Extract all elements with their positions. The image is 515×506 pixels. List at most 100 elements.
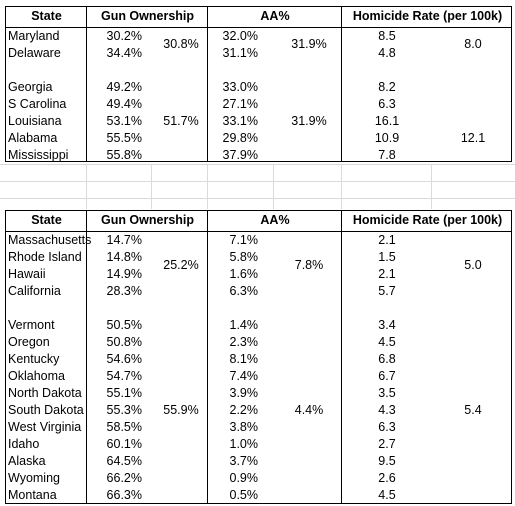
homicide-rate-cell[interactable]: 9.5 — [378, 454, 396, 468]
homicide-rate-cell[interactable]: 6.7 — [378, 369, 396, 383]
state-cell[interactable]: Hawaii — [8, 267, 46, 281]
gun-ownership-cell[interactable]: 50.5% — [106, 318, 142, 332]
homicide-rate-cell[interactable]: 2.7 — [378, 437, 396, 451]
homicide-rate-cell[interactable]: 4.8 — [378, 46, 396, 60]
header-homicide-rate[interactable]: Homicide Rate (per 100k) — [352, 9, 503, 23]
homicide-rate-cell[interactable]: 8.5 — [378, 29, 396, 43]
homicide-rate-cell[interactable]: 2.1 — [378, 267, 396, 281]
aa-percent-cell[interactable]: 2.3% — [229, 335, 259, 349]
homicide-rate-cell[interactable]: 6.8 — [378, 352, 396, 366]
gun-ownership-cell[interactable]: 53.1% — [106, 114, 142, 128]
homicide-rate-cell[interactable]: 4.5 — [378, 335, 396, 349]
aa-percent-cell[interactable]: 3.9% — [229, 386, 259, 400]
header-state[interactable]: State — [31, 213, 62, 227]
group-avg-homicide-rate[interactable]: 5.4 — [464, 403, 482, 417]
gun-ownership-cell[interactable] — [92, 62, 142, 79]
aa-percent-cell[interactable]: 1.6% — [229, 267, 259, 281]
gun-ownership-cell[interactable]: 66.3% — [106, 488, 142, 502]
state-cell[interactable]: Maryland — [8, 29, 60, 43]
aa-percent-cell[interactable]: 3.8% — [229, 420, 259, 434]
aa-percent-cell[interactable]: 1.0% — [229, 437, 259, 451]
group-avg-aa-percent[interactable]: 31.9% — [291, 114, 327, 128]
group-avg-aa-percent[interactable]: 31.9% — [291, 37, 327, 51]
gun-ownership-cell[interactable]: 50.8% — [106, 335, 142, 349]
homicide-rate-cell[interactable]: 6.3 — [378, 97, 396, 111]
gun-ownership-cell[interactable]: 30.2% — [106, 29, 142, 43]
state-cell[interactable]: Louisiana — [8, 114, 62, 128]
gun-ownership-cell[interactable]: 58.5% — [106, 420, 142, 434]
homicide-rate-cell[interactable] — [342, 62, 432, 79]
state-cell[interactable]: North Dakota — [8, 386, 82, 400]
state-cell[interactable]: Vermont — [8, 318, 55, 332]
header-homicide-rate[interactable]: Homicide Rate (per 100k) — [352, 213, 503, 227]
aa-percent-cell[interactable]: 1.4% — [229, 318, 259, 332]
homicide-rate-cell[interactable]: 10.9 — [374, 131, 400, 145]
homicide-rate-cell[interactable]: 5.7 — [378, 284, 396, 298]
aa-percent-cell[interactable]: 7.4% — [229, 369, 259, 383]
gun-ownership-cell[interactable]: 55.1% — [106, 386, 142, 400]
state-cell[interactable]: Wyoming — [8, 471, 60, 485]
gun-ownership-cell[interactable]: 14.7% — [106, 233, 142, 247]
gun-ownership-cell[interactable]: 28.3% — [106, 284, 142, 298]
homicide-rate-cell[interactable]: 3.4 — [378, 318, 396, 332]
state-cell[interactable] — [8, 62, 91, 79]
gun-ownership-cell[interactable]: 34.4% — [106, 46, 142, 60]
aa-percent-cell[interactable]: 6.3% — [229, 284, 259, 298]
aa-percent-cell[interactable]: 32.0% — [222, 29, 258, 43]
gun-ownership-cell[interactable]: 60.1% — [106, 437, 142, 451]
state-cell[interactable]: Oklahoma — [8, 369, 65, 383]
group-avg-aa-percent[interactable]: 4.4% — [294, 403, 324, 417]
state-cell[interactable] — [8, 300, 91, 317]
homicide-rate-cell[interactable]: 8.2 — [378, 80, 396, 94]
homicide-rate-cell[interactable]: 4.3 — [378, 403, 396, 417]
aa-percent-cell[interactable]: 7.1% — [229, 233, 259, 247]
state-cell[interactable]: South Dakota — [8, 403, 84, 417]
homicide-rate-cell[interactable]: 7.8 — [378, 148, 396, 162]
state-cell[interactable]: Idaho — [8, 437, 40, 451]
header-gun-ownership[interactable]: Gun Ownership — [100, 213, 195, 227]
gun-ownership-cell[interactable]: 66.2% — [106, 471, 142, 485]
aa-percent-cell[interactable]: 27.1% — [222, 97, 258, 111]
gun-ownership-cell[interactable]: 64.5% — [106, 454, 142, 468]
homicide-rate-cell[interactable]: 2.1 — [378, 233, 396, 247]
state-cell[interactable]: Alabama — [8, 131, 58, 145]
group-avg-gun-ownership[interactable]: 55.9% — [163, 403, 199, 417]
gun-ownership-cell[interactable]: 55.3% — [106, 403, 142, 417]
homicide-rate-cell[interactable]: 16.1 — [374, 114, 400, 128]
aa-percent-cell[interactable] — [208, 62, 258, 79]
state-cell[interactable]: Rhode Island — [8, 250, 82, 264]
aa-percent-cell[interactable]: 0.9% — [229, 471, 259, 485]
header-state[interactable]: State — [31, 9, 62, 23]
homicide-rate-cell[interactable]: 2.6 — [378, 471, 396, 485]
group-avg-gun-ownership[interactable]: 51.7% — [163, 114, 199, 128]
gun-ownership-cell[interactable]: 55.8% — [106, 148, 142, 162]
state-cell[interactable]: Montana — [8, 488, 57, 502]
homicide-rate-cell[interactable]: 6.3 — [378, 420, 396, 434]
group-avg-gun-ownership[interactable]: 25.2% — [163, 258, 199, 272]
state-cell[interactable]: West Virginia — [8, 420, 82, 434]
homicide-rate-cell[interactable]: 4.5 — [378, 488, 396, 502]
aa-percent-cell[interactable]: 31.1% — [222, 46, 258, 60]
gun-ownership-cell[interactable]: 14.9% — [106, 267, 142, 281]
state-cell[interactable]: Georgia — [8, 80, 53, 94]
gun-ownership-cell[interactable] — [92, 300, 142, 317]
group-avg-aa-percent[interactable]: 7.8% — [294, 258, 324, 272]
aa-percent-cell[interactable]: 2.2% — [229, 403, 259, 417]
state-cell[interactable]: Massachusetts — [8, 233, 91, 247]
aa-percent-cell[interactable]: 29.8% — [222, 131, 258, 145]
homicide-rate-cell[interactable]: 1.5 — [378, 250, 396, 264]
state-cell[interactable]: Mississippi — [8, 148, 69, 162]
aa-percent-cell[interactable]: 3.7% — [229, 454, 259, 468]
state-cell[interactable]: Kentucky — [8, 352, 60, 366]
aa-percent-cell[interactable]: 37.9% — [222, 148, 258, 162]
aa-percent-cell[interactable]: 33.0% — [222, 80, 258, 94]
gun-ownership-cell[interactable]: 55.5% — [106, 131, 142, 145]
group-avg-homicide-rate[interactable]: 8.0 — [464, 37, 482, 51]
state-cell[interactable]: Delaware — [8, 46, 61, 60]
aa-percent-cell[interactable] — [208, 300, 258, 317]
header-aa-percent[interactable]: AA% — [260, 9, 290, 23]
group-avg-homicide-rate[interactable]: 12.1 — [460, 131, 486, 145]
header-gun-ownership[interactable]: Gun Ownership — [100, 9, 195, 23]
gun-ownership-cell[interactable]: 54.7% — [106, 369, 142, 383]
header-aa-percent[interactable]: AA% — [260, 213, 290, 227]
